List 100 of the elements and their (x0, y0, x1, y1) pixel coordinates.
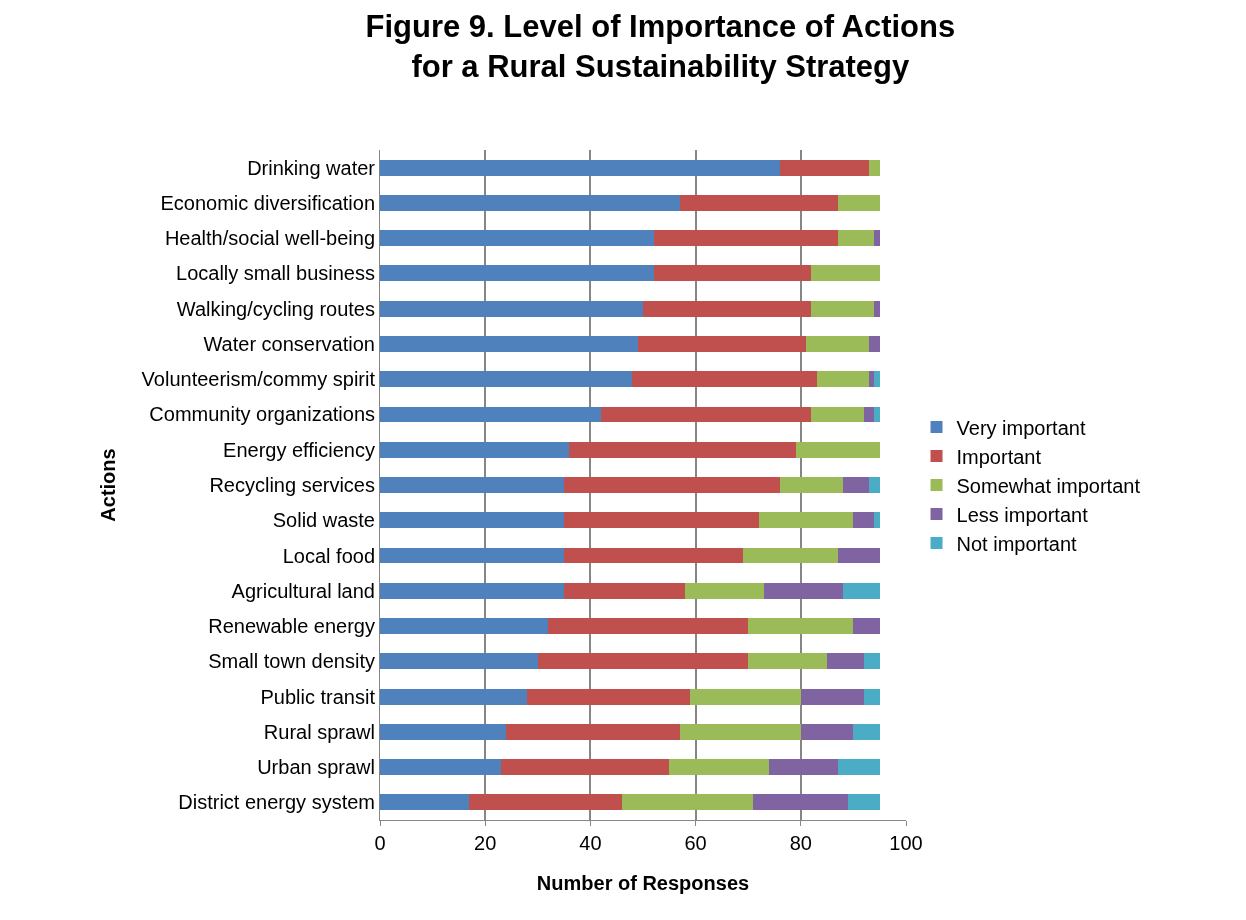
bar (669, 759, 770, 776)
bar (564, 582, 686, 599)
x-tick-label: 0 (374, 832, 386, 854)
y-tick-label: Public transit (260, 685, 376, 708)
bar (653, 265, 812, 282)
legend-label: Not important (956, 532, 1078, 555)
bar (758, 512, 854, 529)
bar (527, 688, 691, 705)
bar (380, 441, 570, 458)
bar (842, 582, 880, 599)
y-tick-label: Walking/cycling routes (176, 297, 375, 320)
bar (837, 759, 880, 776)
bar (380, 371, 633, 388)
bar (869, 371, 875, 388)
x-tick-label: 40 (579, 832, 602, 854)
bar (800, 723, 854, 740)
bar (874, 406, 880, 423)
y-tick-label: Recycling services (209, 474, 375, 496)
bar (806, 336, 870, 352)
bar (853, 512, 875, 529)
bar (469, 794, 622, 811)
bar (380, 653, 538, 670)
bar (795, 441, 880, 458)
bar (685, 582, 764, 599)
y-axis-title: Actions (97, 448, 120, 522)
bar (537, 653, 749, 670)
y-tick-label: Renewable energy (208, 615, 375, 638)
bar (863, 653, 880, 670)
bar (837, 194, 880, 211)
bar (500, 759, 670, 776)
y-tick-label: Water conservation (203, 332, 375, 355)
bar (874, 230, 880, 247)
bar (874, 300, 880, 317)
bar (763, 582, 843, 599)
y-tick-label: District energy system (178, 791, 375, 814)
y-tick-label: Urban sprawl (257, 756, 375, 779)
bar (637, 336, 807, 352)
bar (869, 159, 880, 176)
bar (380, 159, 780, 176)
bar (679, 194, 838, 211)
legend-label: Very important (956, 416, 1086, 439)
bar (811, 300, 875, 317)
bar (380, 759, 501, 776)
y-tick-label: Energy efficiency (223, 438, 375, 461)
bar (380, 547, 565, 564)
y-tick-label: Drinking water (247, 156, 376, 179)
bar (779, 159, 870, 176)
bar (748, 653, 828, 670)
bar (779, 477, 843, 493)
x-tick-label: 60 (684, 832, 707, 854)
bar (679, 723, 801, 740)
bar (869, 336, 880, 352)
bar (564, 547, 743, 564)
bar (853, 723, 880, 740)
bar (380, 794, 470, 811)
bar (569, 441, 796, 458)
bar (863, 688, 880, 705)
legend-label: Less important (956, 503, 1089, 526)
bar (837, 230, 875, 247)
bar (848, 794, 880, 811)
y-tick-label: Rural sprawl (263, 720, 375, 743)
bar (380, 336, 638, 352)
bar (380, 688, 528, 705)
bar (690, 688, 801, 705)
bar (506, 723, 680, 740)
bar (842, 477, 870, 493)
x-tick-label: 80 (789, 832, 812, 854)
bar (380, 300, 643, 317)
bar (600, 406, 812, 423)
bar (380, 477, 565, 493)
bar (380, 265, 654, 282)
bar (742, 547, 838, 564)
bar (380, 618, 549, 634)
bar (753, 794, 849, 811)
bar (863, 406, 875, 423)
x-axis-title: Number of Responses (536, 872, 750, 894)
chart-title: Figure 9. Level of Importance of Actions for a Rural Sustainability Strategy (365, 8, 956, 85)
y-tick-label: Volunteerism/commy spirit (141, 368, 376, 391)
bar (548, 618, 749, 634)
y-tick-label: Economic diversification (160, 191, 375, 214)
bar (811, 265, 880, 282)
x-tick-label: 20 (474, 832, 497, 854)
bar (748, 618, 854, 634)
y-tick-label: Agricultural land (231, 579, 375, 602)
bar (621, 794, 754, 811)
y-tick-label: Community organizations (149, 403, 375, 426)
bar (800, 688, 864, 705)
bar (811, 406, 864, 423)
bar (816, 371, 870, 388)
bar (869, 477, 880, 493)
y-tick-label: Solid waste (272, 509, 375, 532)
bar (853, 618, 880, 634)
legend-label: Important (956, 445, 1042, 468)
y-tick-label: Small town density (208, 650, 375, 673)
y-tick-label: Health/social well-being (164, 227, 375, 250)
bar (827, 653, 864, 670)
bar (874, 512, 880, 529)
bar (380, 194, 680, 211)
bar (380, 582, 565, 599)
bar (564, 477, 780, 493)
